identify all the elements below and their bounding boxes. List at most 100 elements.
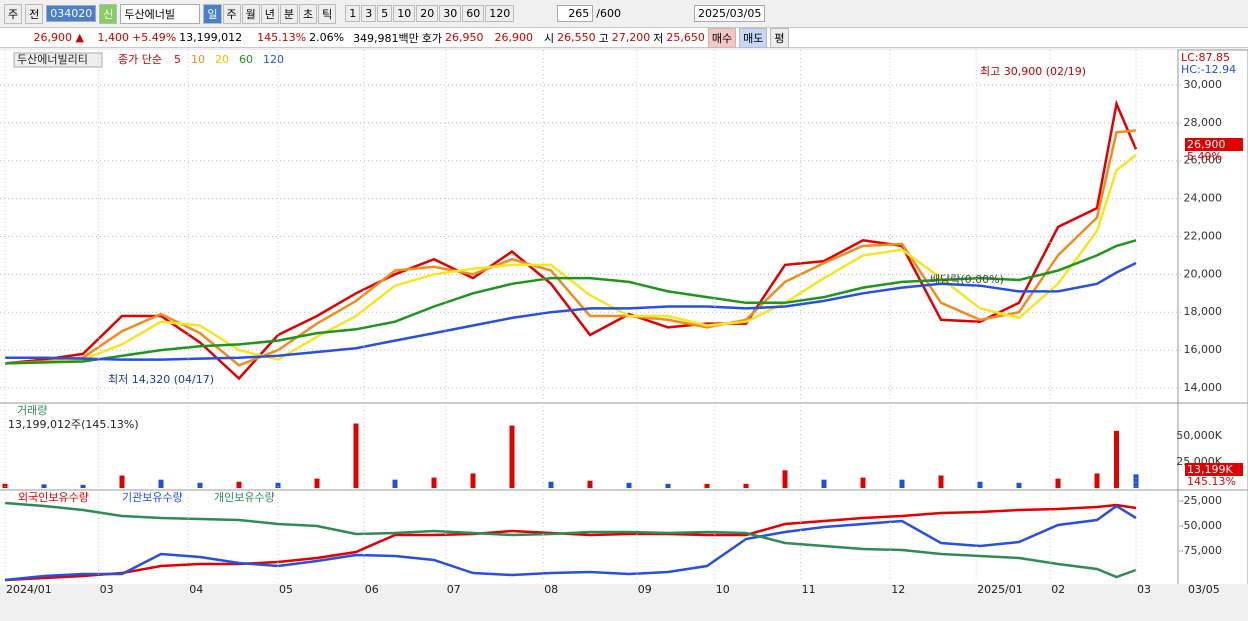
annotation: 최고 30,900 (02/19) xyxy=(980,65,1086,78)
toggle[interactable]: 주 xyxy=(222,3,241,24)
volume-bar xyxy=(704,483,710,488)
last-volume-ratio: 145.13% xyxy=(1187,475,1236,488)
toggle[interactable]: 60 xyxy=(462,5,485,22)
legend-entry: 기관보유수량 xyxy=(122,491,183,504)
ask: 26,950 xyxy=(445,31,484,44)
volume-bar xyxy=(860,477,866,488)
x-end-label: 03/05 xyxy=(1188,583,1220,596)
toggle[interactable]: 10 xyxy=(393,5,416,22)
rate: +5.49% xyxy=(132,31,177,44)
volume-bar xyxy=(431,477,437,488)
price: 26,900 ▲ xyxy=(33,31,84,44)
volume-bar xyxy=(1016,482,1022,488)
volume: 13,199,012 xyxy=(179,31,243,44)
volume-bar xyxy=(821,479,827,488)
volume-bar xyxy=(509,425,515,488)
legend-entry: 외국인보유수량 xyxy=(18,491,89,504)
count-max: /600 xyxy=(596,7,621,20)
volume-bar xyxy=(80,484,86,488)
x-tick-label: 12 xyxy=(891,583,905,596)
market[interactable]: 주 xyxy=(4,3,23,24)
x-tick-label: 06 xyxy=(365,583,379,596)
low-label: 저 xyxy=(653,31,664,45)
badge: 신 xyxy=(99,3,118,24)
open: 26,550 xyxy=(557,31,596,44)
last-price-box xyxy=(1185,138,1243,151)
chart-title: 두산에너빌리티 xyxy=(17,53,88,66)
right-bottom: HC:-12.94 xyxy=(1181,63,1236,76)
legend-entry: 10 xyxy=(191,53,205,66)
volume-bar xyxy=(548,481,554,488)
volume-bar xyxy=(353,423,359,488)
x-tick-label: 07 xyxy=(447,583,461,596)
open-label: 시 xyxy=(544,31,555,45)
toggle[interactable]: 3 xyxy=(361,5,377,22)
volume-bar xyxy=(626,482,632,488)
legend-entry: 5 xyxy=(174,53,181,66)
toggle[interactable]: 5 xyxy=(377,5,393,22)
series-line xyxy=(4,99,1138,381)
y-tick-label: 20,000 xyxy=(1184,267,1223,280)
annotation: 최저 14,320 (04/17) xyxy=(108,373,214,386)
toggle[interactable]: 초 xyxy=(299,3,318,24)
volume-bar xyxy=(1055,478,1061,488)
volume-bar xyxy=(1114,430,1119,488)
code-input[interactable]: 034020 xyxy=(46,5,97,22)
annotation: 배당락(0.00%) xyxy=(930,273,1004,286)
series-line xyxy=(4,501,1137,579)
series-line xyxy=(4,154,1137,365)
high: 27,200 xyxy=(611,31,651,44)
panel-subtitle: 13,199,012주(145.13%) xyxy=(8,418,139,431)
y-tick-label: 14,000 xyxy=(1184,381,1223,394)
x-tick-label: 04 xyxy=(189,583,203,596)
toggle[interactable]: 월 xyxy=(241,3,260,24)
avg-button[interactable]: 평 xyxy=(770,27,789,48)
y-tick-label: 24,000 xyxy=(1184,192,1223,205)
volume-ratio: 145.13% xyxy=(257,31,307,44)
minutes: 1 3 5 10 20 30 60 120 xyxy=(345,5,515,22)
volume-bar xyxy=(938,475,944,488)
volume-bar xyxy=(665,483,671,488)
volume-bar xyxy=(392,479,398,488)
toggle[interactable]: 120 xyxy=(485,5,515,22)
buy-button[interactable]: 매수 xyxy=(707,27,737,48)
x-tick-label: 08 xyxy=(544,583,558,596)
legend-entry: 20 xyxy=(215,53,229,66)
info-bar: 26,900 ▲ 1,400 +5.49% 13,199,012 145.13%… xyxy=(0,27,1248,48)
amount: 349,981백만 xyxy=(353,31,419,45)
toggle[interactable]: 1 xyxy=(345,5,361,22)
toggle[interactable]: 일 xyxy=(203,3,222,24)
volume-bar xyxy=(119,475,125,488)
sell-button[interactable]: 매도 xyxy=(739,27,768,48)
x-tick-label: 09 xyxy=(638,583,652,596)
low: 25,650 xyxy=(666,31,705,44)
date[interactable]: 2025/03/05 xyxy=(693,5,766,22)
y-axis-area xyxy=(1177,49,1248,621)
x-tick-label: 02 xyxy=(1051,583,1065,596)
count[interactable]: 265 xyxy=(557,5,594,22)
volume-bar xyxy=(236,481,242,488)
series-line xyxy=(4,504,1137,582)
volume-bar xyxy=(41,484,47,488)
prev[interactable]: 전 xyxy=(25,3,44,24)
x-tick-label: 2025/01 xyxy=(977,583,1023,596)
high-label: 고 xyxy=(598,31,609,45)
last-volume: 13,199K xyxy=(1187,463,1233,476)
legend-entry: 60 xyxy=(239,53,253,66)
x-tick-label: 03 xyxy=(1137,583,1151,596)
y-tick-label: 26,000 xyxy=(1184,154,1223,167)
y-tick-label: 30,000 xyxy=(1184,78,1223,91)
legend-entry: 120 xyxy=(263,53,284,66)
y-tick-label: 22,000 xyxy=(1184,229,1223,242)
turnover: 2.06% xyxy=(309,31,345,44)
toggle[interactable]: 30 xyxy=(439,5,462,22)
y-tick-label: 28,000 xyxy=(1184,116,1223,129)
toggle[interactable]: 20 xyxy=(416,5,439,22)
toggle[interactable]: 분 xyxy=(279,3,298,24)
toggle[interactable]: 틱 xyxy=(318,3,337,24)
volume-bar xyxy=(782,470,788,488)
toggle[interactable]: 년 xyxy=(260,3,279,24)
